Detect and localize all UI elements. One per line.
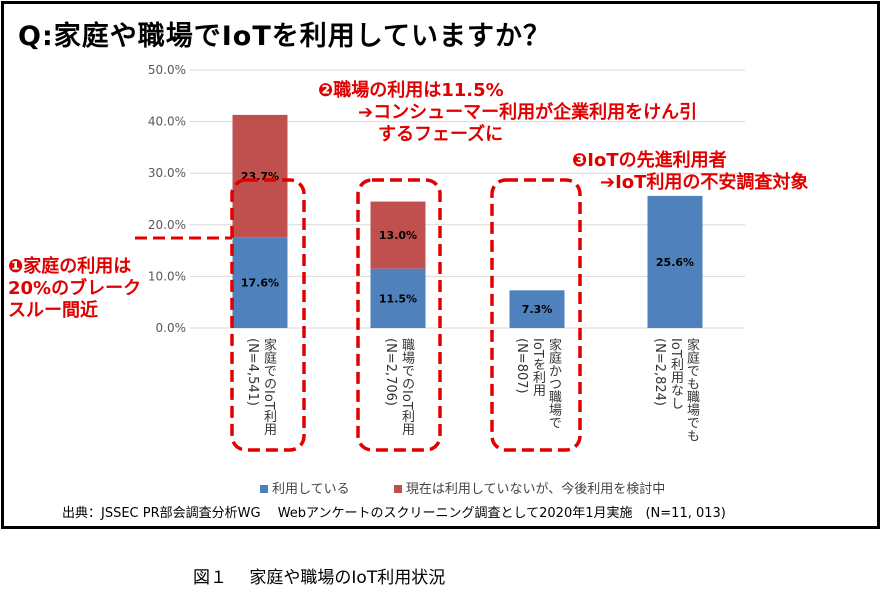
category-line: (N=807): [514, 338, 529, 394]
data-label: 17.6%: [241, 277, 279, 290]
source-note: 出典：JSSEC PR部会調査分析WG Webアンケートのスクリーニング調査とし…: [62, 506, 726, 521]
category-line: (N=4,541): [245, 338, 260, 406]
annotation-line: ❷職場の利用は11.5%: [318, 80, 504, 101]
chart-title: Q:家庭や職場でIoTを利用していますか？: [18, 21, 551, 52]
y-tick-label: 0.0%: [156, 321, 187, 335]
y-tick-label: 40.0%: [148, 115, 186, 129]
bar-considering: [370, 201, 426, 269]
y-tick-label: 10.0%: [148, 269, 186, 283]
category-line: 家庭でも職場でも: [684, 338, 699, 442]
annotation-line: ❶家庭の利用は: [8, 256, 132, 277]
bar-considering: [232, 114, 288, 238]
highlight-box: [230, 178, 306, 452]
x-category-label: 家庭かつ職場で IoTを利用 (N=807): [513, 338, 561, 458]
legend-swatch-blue: [260, 485, 268, 493]
annotation-line: ➔コンシューマー利用が企業利用をけん引: [358, 102, 698, 123]
x-category-label: 職場でのIoT利用 (N=2,706): [382, 338, 414, 458]
bar-using: [370, 268, 426, 328]
data-label: 11.5%: [379, 292, 417, 305]
data-label: 7.3%: [522, 303, 553, 316]
category-line: (N=2,706): [383, 338, 398, 406]
category-line: 職場でのIoT利用: [399, 338, 414, 436]
annotation-line: するフェーズに: [378, 124, 504, 145]
data-label: 13.0%: [379, 229, 417, 242]
annotation-line: スルー間近: [8, 300, 98, 321]
y-tick-label: 50.0%: [148, 63, 186, 77]
category-line: (N=2,824): [652, 338, 667, 406]
legend: 利用している 現在は利用していないが、今後利用を検討中: [260, 478, 669, 497]
category-line: IoT利用なし: [668, 338, 683, 410]
annotation-work: ❷職場の利用は11.5% ➔コンシューマー利用が企業利用をけん引 するフェーズに: [318, 80, 697, 146]
annotation-line: 20%のブレーク: [8, 278, 142, 299]
category-line: 家庭でのIoT利用: [261, 338, 276, 436]
bar-using: [232, 237, 288, 328]
legend-swatch-red: [393, 485, 402, 493]
bar-using: [647, 195, 703, 328]
x-category-label: 家庭でも職場でも IoT利用なし (N=2,824): [651, 338, 699, 458]
legend-label: 利用している: [272, 482, 350, 497]
data-label: 25.6%: [656, 256, 694, 269]
legend-label: 現在は利用していないが、今後利用を検討中: [405, 482, 666, 497]
category-line: 家庭かつ職場で: [546, 338, 561, 429]
y-tick-label: 20.0%: [148, 218, 186, 232]
annotation-advanced: ❸IoTの先進利用者 ➔IoT利用の不安調査対象: [572, 150, 808, 194]
x-category-label: 家庭でのIoT利用 (N=4,541): [244, 338, 276, 458]
category-line: IoTを利用: [530, 338, 545, 397]
bar-using: [509, 290, 565, 328]
y-tick-label: 30.0%: [148, 166, 186, 180]
highlight-box: [490, 178, 582, 452]
figure-caption: 図１ 家庭や職場のIoT利用状況: [193, 568, 446, 588]
figure-frame: [1, 1, 880, 529]
annotation-home: ❶家庭の利用は 20%のブレーク スルー間近: [8, 256, 141, 322]
annotation-line: ❸IoTの先進利用者: [572, 150, 727, 171]
annotation-line: ➔IoT利用の不安調査対象: [600, 172, 809, 193]
highlight-box: [356, 178, 442, 452]
